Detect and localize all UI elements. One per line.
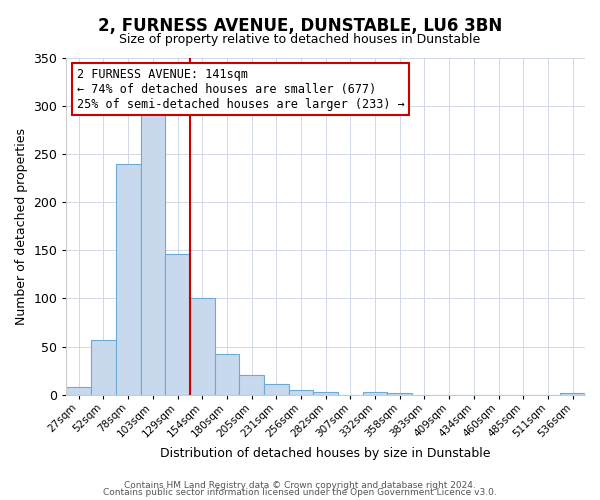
Text: 2 FURNESS AVENUE: 141sqm
← 74% of detached houses are smaller (677)
25% of semi-: 2 FURNESS AVENUE: 141sqm ← 74% of detach… xyxy=(77,68,404,110)
Bar xyxy=(264,384,289,395)
Bar xyxy=(67,387,91,395)
Bar xyxy=(91,340,116,395)
Text: Contains public sector information licensed under the Open Government Licence v3: Contains public sector information licen… xyxy=(103,488,497,497)
Text: 2, FURNESS AVENUE, DUNSTABLE, LU6 3BN: 2, FURNESS AVENUE, DUNSTABLE, LU6 3BN xyxy=(98,18,502,36)
Bar xyxy=(239,374,264,395)
Text: Contains HM Land Registry data © Crown copyright and database right 2024.: Contains HM Land Registry data © Crown c… xyxy=(124,480,476,490)
Bar xyxy=(313,392,338,395)
Bar xyxy=(190,298,215,395)
X-axis label: Distribution of detached houses by size in Dunstable: Distribution of detached houses by size … xyxy=(160,447,491,460)
Bar xyxy=(140,114,165,395)
Bar xyxy=(363,392,388,395)
Y-axis label: Number of detached properties: Number of detached properties xyxy=(15,128,28,324)
Text: Size of property relative to detached houses in Dunstable: Size of property relative to detached ho… xyxy=(119,32,481,46)
Bar xyxy=(165,254,190,395)
Bar xyxy=(215,354,239,395)
Bar xyxy=(388,393,412,395)
Bar xyxy=(560,393,585,395)
Bar xyxy=(116,164,140,395)
Bar xyxy=(289,390,313,395)
